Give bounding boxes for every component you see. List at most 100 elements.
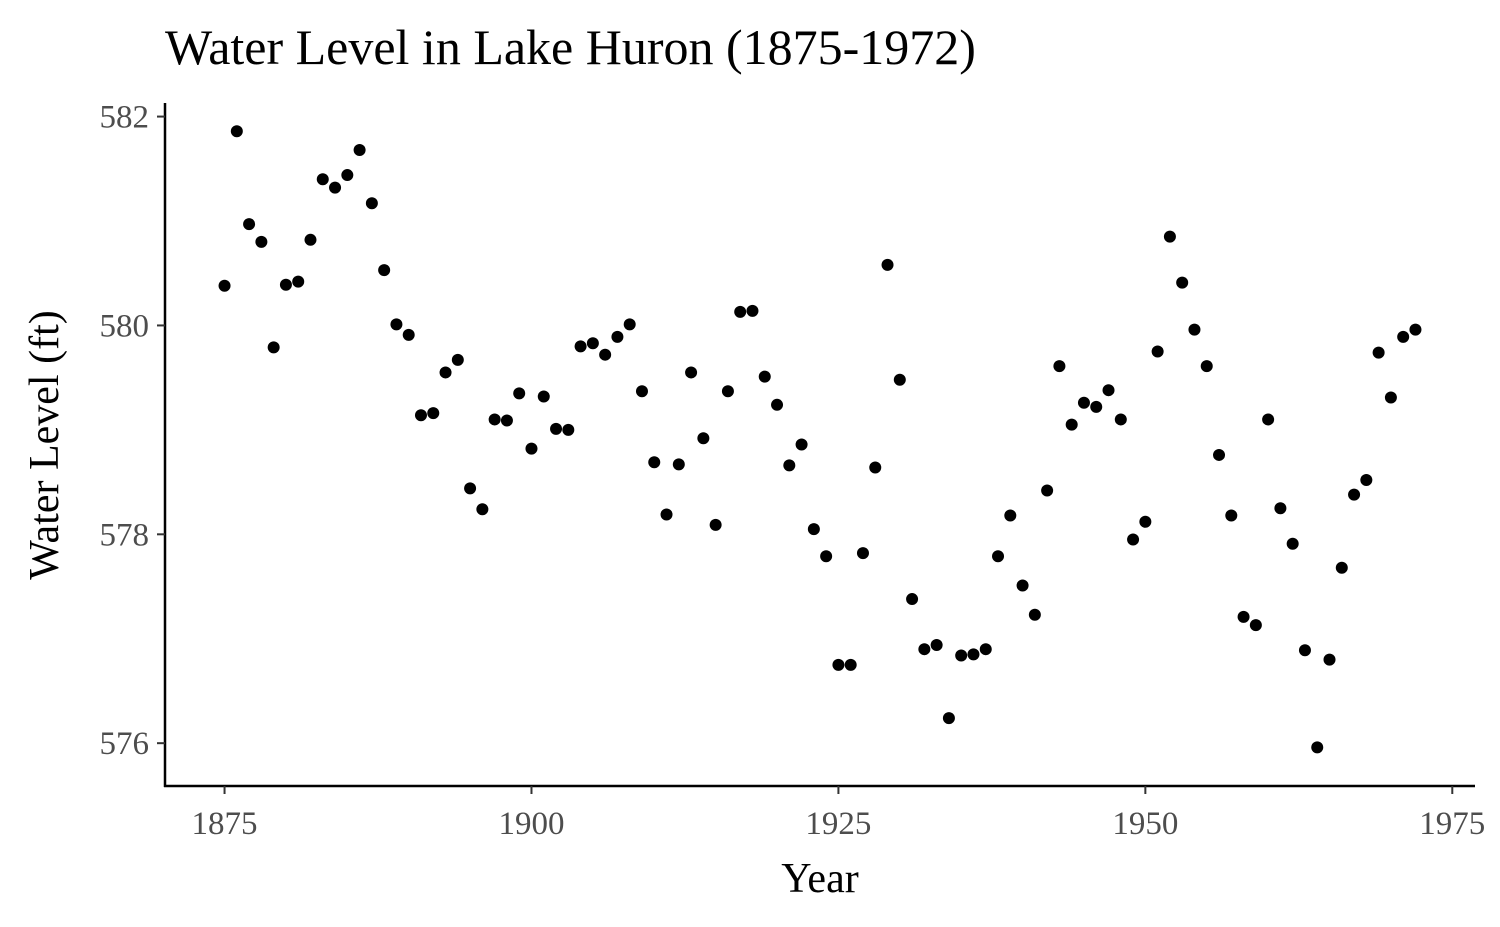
data-point xyxy=(451,353,464,366)
data-point xyxy=(1114,413,1127,426)
data-point xyxy=(255,235,268,248)
data-point xyxy=(537,390,550,403)
data-point xyxy=(562,423,575,436)
data-point xyxy=(783,459,796,472)
data-point xyxy=(832,658,845,671)
data-point xyxy=(1237,610,1250,623)
data-point xyxy=(746,304,759,317)
data-point xyxy=(672,458,685,471)
data-point xyxy=(500,414,513,427)
x-tick-label: 1875 xyxy=(192,806,258,842)
data-point xyxy=(1077,396,1090,409)
data-point xyxy=(1102,384,1115,397)
data-point xyxy=(550,422,563,435)
data-point xyxy=(918,643,931,656)
data-point xyxy=(304,233,317,246)
data-point xyxy=(771,398,784,411)
data-point xyxy=(1360,474,1373,487)
data-point xyxy=(906,593,919,606)
y-tick-label: 582 xyxy=(100,100,150,136)
chart-title: Water Level in Lake Huron (1875-1972) xyxy=(165,19,976,75)
data-point xyxy=(697,432,710,445)
data-point xyxy=(1409,323,1422,336)
data-point xyxy=(1372,346,1385,359)
data-point xyxy=(795,438,808,451)
data-point xyxy=(1225,509,1238,522)
x-tick-label: 1950 xyxy=(1112,806,1178,842)
data-point xyxy=(807,523,820,536)
data-point xyxy=(341,169,354,182)
data-point xyxy=(1090,400,1103,413)
data-point xyxy=(1004,509,1017,522)
x-axis-ticks: 1875 1900 1925 1950 1975 xyxy=(192,786,1485,842)
data-point xyxy=(648,456,661,469)
data-point xyxy=(1200,360,1213,373)
data-point xyxy=(992,550,1005,563)
data-point xyxy=(955,649,968,662)
data-point xyxy=(844,658,857,671)
data-point xyxy=(329,181,342,194)
data-point xyxy=(439,366,452,379)
data-point xyxy=(1065,418,1078,431)
data-point xyxy=(574,340,587,353)
data-point xyxy=(685,366,698,379)
data-point xyxy=(893,373,906,386)
data-point xyxy=(390,318,403,331)
y-axis-title: Water Level (ft) xyxy=(22,310,68,579)
data-point xyxy=(967,648,980,661)
data-point xyxy=(243,218,256,231)
data-point xyxy=(1397,330,1410,343)
data-point xyxy=(1262,413,1275,426)
data-point xyxy=(734,305,747,318)
data-point xyxy=(1323,653,1336,666)
data-point xyxy=(660,508,673,521)
y-tick-label: 576 xyxy=(100,726,150,762)
data-point xyxy=(869,461,882,474)
data-point xyxy=(218,279,231,292)
data-point xyxy=(513,387,526,400)
data-point xyxy=(476,503,489,516)
data-point xyxy=(402,328,415,341)
data-point xyxy=(414,409,427,422)
data-point xyxy=(599,348,612,361)
data-point xyxy=(758,370,771,383)
data-point xyxy=(1384,391,1397,404)
data-point xyxy=(721,385,734,398)
data-point xyxy=(881,258,894,271)
data-point xyxy=(623,318,636,331)
data-point xyxy=(353,144,366,156)
data-point xyxy=(1041,484,1054,497)
data-point xyxy=(1176,276,1189,289)
data-point xyxy=(1016,579,1029,592)
y-tick-label: 580 xyxy=(100,308,150,344)
data-point xyxy=(611,330,624,343)
data-point xyxy=(1274,502,1287,515)
data-point xyxy=(1139,515,1152,528)
data-point xyxy=(586,337,599,350)
data-points xyxy=(218,125,1422,754)
data-point xyxy=(365,197,378,210)
x-tick-label: 1900 xyxy=(498,806,564,842)
data-point xyxy=(488,413,501,426)
data-point xyxy=(1151,345,1164,358)
data-point xyxy=(1311,741,1324,754)
data-point xyxy=(279,278,292,291)
data-point xyxy=(1163,230,1176,243)
data-point xyxy=(427,407,440,420)
data-point xyxy=(378,264,391,277)
data-point xyxy=(1028,608,1041,621)
y-tick-label: 578 xyxy=(100,517,150,553)
data-point xyxy=(1188,323,1201,336)
x-tick-label: 1975 xyxy=(1419,806,1485,842)
data-point xyxy=(267,341,280,354)
data-point xyxy=(525,442,538,455)
data-point xyxy=(820,550,833,563)
data-point xyxy=(709,518,722,531)
data-point xyxy=(1298,644,1311,657)
data-point xyxy=(1335,561,1348,574)
data-point xyxy=(930,639,943,652)
data-point xyxy=(1286,537,1299,550)
data-point xyxy=(1213,448,1226,461)
data-point xyxy=(635,385,648,398)
